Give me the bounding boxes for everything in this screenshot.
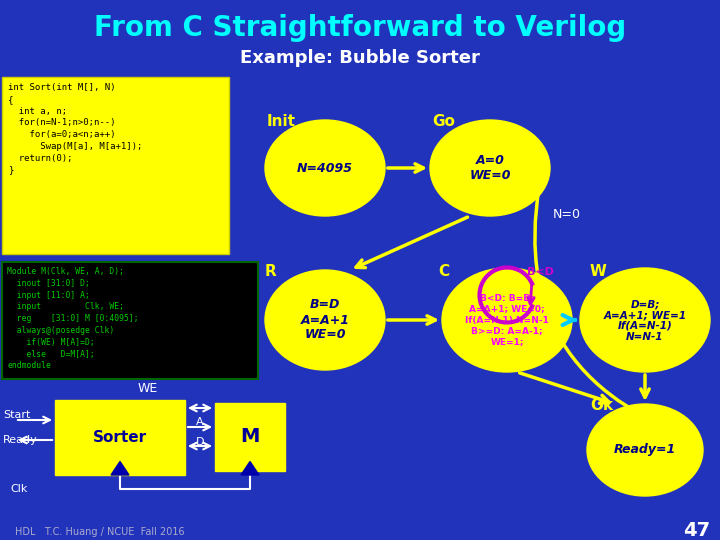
Text: M: M — [240, 428, 260, 447]
Text: A=0
WE=0: A=0 WE=0 — [469, 154, 510, 182]
Text: D: D — [196, 437, 204, 447]
Text: If(A=N-1) N=N-1: If(A=N-1) N=N-1 — [465, 315, 549, 325]
Text: 47: 47 — [683, 521, 710, 539]
Text: From C Straightforward to Verilog: From C Straightforward to Verilog — [94, 14, 626, 42]
FancyBboxPatch shape — [55, 400, 185, 475]
Ellipse shape — [442, 268, 572, 372]
Ellipse shape — [580, 268, 710, 372]
Text: A: A — [196, 417, 204, 427]
FancyBboxPatch shape — [215, 403, 285, 471]
Text: Ready: Ready — [3, 435, 37, 445]
Text: R: R — [265, 265, 276, 280]
Text: A=A+1; WE=1: A=A+1; WE=1 — [603, 310, 687, 320]
Text: B>=D: A=A-1;: B>=D: A=A-1; — [471, 327, 543, 335]
Text: Go: Go — [432, 114, 455, 130]
FancyBboxPatch shape — [2, 262, 258, 379]
Text: Ready=1: Ready=1 — [614, 443, 676, 456]
Text: Ok: Ok — [590, 397, 613, 413]
Text: D=B;: D=B; — [630, 299, 660, 309]
Text: Clk: Clk — [10, 484, 27, 494]
Text: Init: Init — [267, 114, 296, 130]
Text: B=D
A=A+1
WE=0: B=D A=A+1 WE=0 — [300, 299, 349, 341]
Text: B<D: B<D — [527, 267, 554, 277]
Text: int Sort(int M[], N)
{
  int a, n;
  for(n=N-1;n>0;n--)
    for(a=0;a<n;a++)
   : int Sort(int M[], N) { int a, n; for(n=N… — [8, 83, 143, 174]
Text: WE: WE — [138, 381, 158, 395]
Text: Sorter: Sorter — [93, 430, 147, 445]
Text: W: W — [590, 265, 607, 280]
Text: HDL   T.C. Huang / NCUE  Fall 2016: HDL T.C. Huang / NCUE Fall 2016 — [15, 527, 184, 537]
Text: N=N-1: N=N-1 — [626, 332, 664, 342]
Text: C: C — [438, 265, 449, 280]
Text: WE=1;: WE=1; — [490, 338, 523, 347]
Text: Example: Bubble Sorter: Example: Bubble Sorter — [240, 49, 480, 67]
Text: Module M(Clk, WE, A, D);
  inout [31:0] D;
  input [11:0] A;
  input         Clk: Module M(Clk, WE, A, D); inout [31:0] D;… — [7, 267, 139, 370]
Text: If(A=N-1): If(A=N-1) — [618, 321, 672, 331]
Ellipse shape — [265, 120, 385, 216]
FancyArrowPatch shape — [535, 161, 692, 439]
Polygon shape — [241, 462, 259, 475]
Text: N=0: N=0 — [553, 208, 581, 221]
Text: B<D: B=D;: B<D: B=D; — [480, 294, 534, 302]
Text: A=A+1; WE=0;: A=A+1; WE=0; — [469, 305, 545, 314]
Ellipse shape — [587, 404, 703, 496]
Text: N=4095: N=4095 — [297, 161, 353, 174]
Ellipse shape — [265, 270, 385, 370]
Ellipse shape — [430, 120, 550, 216]
Text: Start: Start — [3, 410, 30, 420]
FancyBboxPatch shape — [2, 77, 229, 254]
Polygon shape — [111, 462, 129, 475]
